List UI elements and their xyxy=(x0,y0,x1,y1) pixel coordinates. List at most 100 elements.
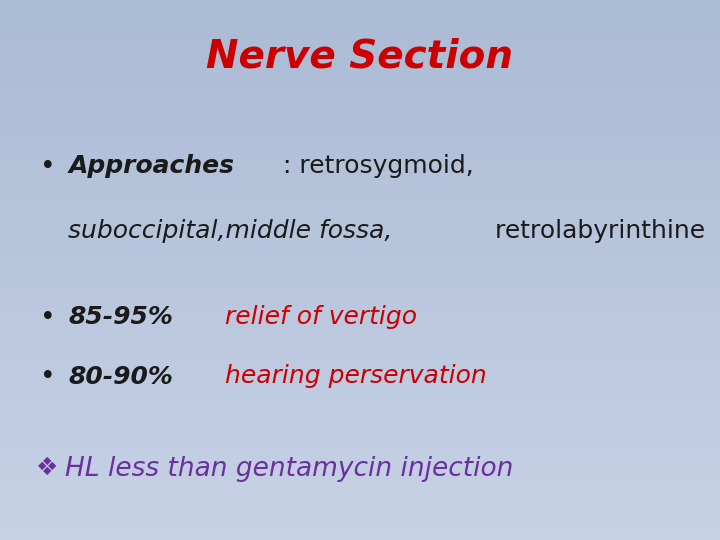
Bar xyxy=(0,354,720,356)
Bar xyxy=(0,173,720,176)
Bar xyxy=(0,502,720,505)
Bar xyxy=(0,30,720,32)
Bar xyxy=(0,32,720,35)
Bar xyxy=(0,491,720,494)
Bar xyxy=(0,494,720,497)
Bar xyxy=(0,424,720,427)
Bar xyxy=(0,378,720,381)
Bar xyxy=(0,435,720,437)
Bar xyxy=(0,418,720,421)
Bar xyxy=(0,70,720,73)
Bar xyxy=(0,284,720,286)
Bar xyxy=(0,467,720,470)
Bar xyxy=(0,162,720,165)
Bar xyxy=(0,535,720,537)
Bar xyxy=(0,408,720,410)
Bar xyxy=(0,464,720,467)
Bar xyxy=(0,462,720,464)
Bar xyxy=(0,22,720,24)
Bar xyxy=(0,356,720,359)
Bar xyxy=(0,421,720,424)
Bar xyxy=(0,159,720,162)
Bar xyxy=(0,394,720,397)
Bar xyxy=(0,500,720,502)
Bar xyxy=(0,105,720,108)
Bar xyxy=(0,219,720,221)
Bar xyxy=(0,97,720,100)
Bar xyxy=(0,208,720,211)
Bar xyxy=(0,165,720,167)
Bar xyxy=(0,246,720,248)
Bar xyxy=(0,364,720,367)
Bar xyxy=(0,19,720,22)
Bar xyxy=(0,57,720,59)
Bar xyxy=(0,486,720,489)
Bar xyxy=(0,459,720,462)
Bar xyxy=(0,310,720,313)
Text: •: • xyxy=(40,305,55,331)
Bar xyxy=(0,151,720,154)
Bar xyxy=(0,526,720,529)
Bar xyxy=(0,343,720,346)
Bar xyxy=(0,202,720,205)
Bar xyxy=(0,11,720,14)
Bar xyxy=(0,94,720,97)
Text: retrolabyrinthine: retrolabyrinthine xyxy=(487,219,705,242)
Bar xyxy=(0,313,720,316)
Bar xyxy=(0,227,720,229)
Bar xyxy=(0,429,720,432)
Bar xyxy=(0,138,720,140)
Bar xyxy=(0,437,720,440)
Bar xyxy=(0,3,720,5)
Bar xyxy=(0,122,720,124)
Bar xyxy=(0,238,720,240)
Bar xyxy=(0,76,720,78)
Bar xyxy=(0,489,720,491)
Bar xyxy=(0,224,720,227)
Bar xyxy=(0,386,720,389)
Bar xyxy=(0,259,720,262)
Bar xyxy=(0,529,720,532)
Bar xyxy=(0,27,720,30)
Bar xyxy=(0,103,720,105)
Bar xyxy=(0,516,720,518)
Bar xyxy=(0,81,720,84)
Bar xyxy=(0,146,720,148)
Bar xyxy=(0,375,720,378)
Bar xyxy=(0,510,720,513)
Bar xyxy=(0,400,720,402)
Bar xyxy=(0,346,720,348)
Bar xyxy=(0,440,720,443)
Bar xyxy=(0,205,720,208)
Bar xyxy=(0,132,720,135)
Bar xyxy=(0,167,720,170)
Bar xyxy=(0,472,720,475)
Bar xyxy=(0,176,720,178)
Bar xyxy=(0,297,720,300)
Bar xyxy=(0,432,720,435)
Bar xyxy=(0,397,720,400)
Bar xyxy=(0,35,720,38)
Bar xyxy=(0,54,720,57)
Bar xyxy=(0,181,720,184)
Bar xyxy=(0,24,720,27)
Text: Approaches: Approaches xyxy=(68,154,235,178)
Bar xyxy=(0,359,720,362)
Bar xyxy=(0,270,720,273)
Bar xyxy=(0,305,720,308)
Bar xyxy=(0,211,720,213)
Bar xyxy=(0,135,720,138)
Bar xyxy=(0,410,720,413)
Bar xyxy=(0,43,720,46)
Bar xyxy=(0,240,720,243)
Text: suboccipital,middle fossa,: suboccipital,middle fossa, xyxy=(68,219,393,242)
Bar xyxy=(0,243,720,246)
Bar xyxy=(0,292,720,294)
Bar xyxy=(0,200,720,202)
Text: 80-90%: 80-90% xyxy=(68,364,174,388)
Bar xyxy=(0,184,720,186)
Bar xyxy=(0,251,720,254)
Bar xyxy=(0,289,720,292)
Bar xyxy=(0,340,720,343)
Bar xyxy=(0,186,720,189)
